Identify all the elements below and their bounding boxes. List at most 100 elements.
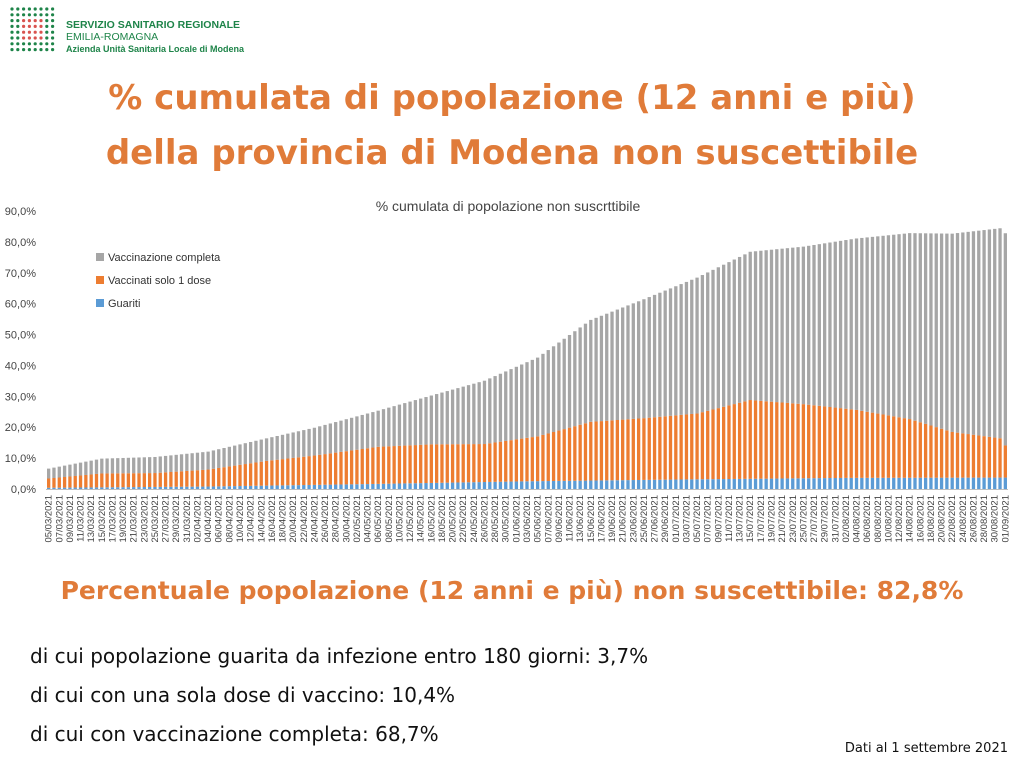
logo-dot <box>22 19 26 23</box>
bar-completa <box>865 237 869 412</box>
logo-dot <box>39 42 43 46</box>
bar-completa <box>966 231 970 435</box>
logo-dot <box>45 30 49 34</box>
logo-dot <box>22 24 26 28</box>
x-tick-label: 18/08/2021 <box>926 495 937 543</box>
bar-completa <box>833 241 837 408</box>
bar-guariti <box>440 482 444 489</box>
x-tick-label: 08/05/2021 <box>384 495 395 543</box>
bar-completa <box>849 239 853 410</box>
bar-completa <box>291 432 295 458</box>
bar-una-dose <box>217 467 221 487</box>
bars <box>47 228 1007 489</box>
bar-una-dose <box>785 402 790 479</box>
bar-una-dose <box>939 428 944 478</box>
logo-dot <box>51 42 55 46</box>
bar-guariti <box>100 487 104 489</box>
bar-una-dose <box>419 444 423 484</box>
x-tick-label: 28/05/2021 <box>490 495 501 543</box>
x-tick-label: 19/06/2021 <box>607 495 618 543</box>
bar-completa <box>105 458 109 474</box>
bar-completa <box>435 394 439 445</box>
x-tick-label: 16/05/2021 <box>426 495 437 543</box>
bar-guariti <box>785 478 790 489</box>
bar-una-dose <box>243 464 247 486</box>
bar-guariti <box>132 487 136 489</box>
bar-guariti <box>658 479 662 489</box>
bar-una-dose <box>833 407 837 478</box>
bar-guariti <box>445 482 449 489</box>
bar-guariti <box>966 477 970 489</box>
bar-una-dose <box>791 403 795 479</box>
bar-guariti <box>945 477 949 489</box>
bar-guariti <box>892 477 896 489</box>
bar-guariti <box>695 479 699 489</box>
bar-una-dose <box>477 444 481 483</box>
bar-completa <box>355 416 359 450</box>
bar-completa <box>785 248 790 403</box>
bar-completa <box>945 233 949 431</box>
bar-guariti <box>605 480 609 489</box>
bar-una-dose <box>302 456 306 486</box>
bar-guariti <box>344 484 348 489</box>
bar-completa <box>610 311 614 421</box>
bar-guariti <box>679 479 683 489</box>
bar-completa <box>312 427 317 456</box>
bar-guariti <box>876 477 880 489</box>
bar-completa <box>190 453 194 471</box>
logo-dot <box>10 48 14 52</box>
bar-una-dose <box>743 401 747 479</box>
logo-dot <box>33 30 37 34</box>
bar-guariti <box>923 477 928 489</box>
logo-dot <box>51 48 55 52</box>
bar-completa <box>881 235 885 415</box>
bar-una-dose <box>955 432 960 478</box>
summary-headline: Percentuale popolazione (12 anni e più) … <box>60 576 964 605</box>
x-tick-label: 01/07/2021 <box>671 495 682 543</box>
bar-guariti <box>57 487 61 489</box>
logo-dot <box>10 7 14 11</box>
org-region: EMILIA-ROMAGNA <box>66 31 159 43</box>
bar-completa <box>84 461 88 475</box>
x-tick-label: 30/08/2021 <box>990 495 1001 543</box>
bar-completa <box>690 279 694 414</box>
bar-una-dose <box>392 446 396 484</box>
bar-completa <box>955 233 960 433</box>
logo-dot <box>45 42 49 46</box>
bar-completa <box>918 233 922 423</box>
x-tick-label: 12/05/2021 <box>405 495 416 543</box>
bar-una-dose <box>642 418 646 480</box>
logo-dot <box>33 13 37 17</box>
logo-dot <box>33 42 37 46</box>
logo-dot <box>51 24 55 28</box>
bar-completa <box>854 238 859 410</box>
bar-guariti <box>89 487 93 489</box>
bar-guariti <box>987 477 992 489</box>
logo-dot <box>16 19 20 23</box>
bar-guariti <box>248 485 253 489</box>
y-tick-label: 70,0% <box>5 268 36 280</box>
x-tick-label: 21/07/2021 <box>777 495 788 543</box>
x-tick-label: 19/07/2021 <box>766 495 777 543</box>
bar-completa <box>541 353 545 435</box>
bar-completa <box>748 251 752 401</box>
bar-una-dose <box>993 437 997 478</box>
bar-completa <box>929 233 933 426</box>
bar-guariti <box>397 483 402 489</box>
bar-guariti <box>126 487 131 489</box>
bar-una-dose <box>727 405 731 480</box>
bar-una-dose <box>498 441 503 482</box>
bar-completa <box>349 417 354 451</box>
bar-una-dose <box>801 404 806 479</box>
bar-guariti <box>429 482 433 489</box>
bar-una-dose <box>583 423 588 481</box>
legend-label: Vaccinazione completa <box>108 252 221 264</box>
bar-una-dose <box>514 439 519 482</box>
bar-completa <box>227 446 232 467</box>
bar-guariti <box>403 483 407 489</box>
bar-una-dose <box>105 473 109 488</box>
bar-guariti <box>796 478 800 489</box>
bar-completa <box>621 307 625 420</box>
bar-guariti <box>939 477 944 489</box>
bar-completa <box>796 247 800 404</box>
